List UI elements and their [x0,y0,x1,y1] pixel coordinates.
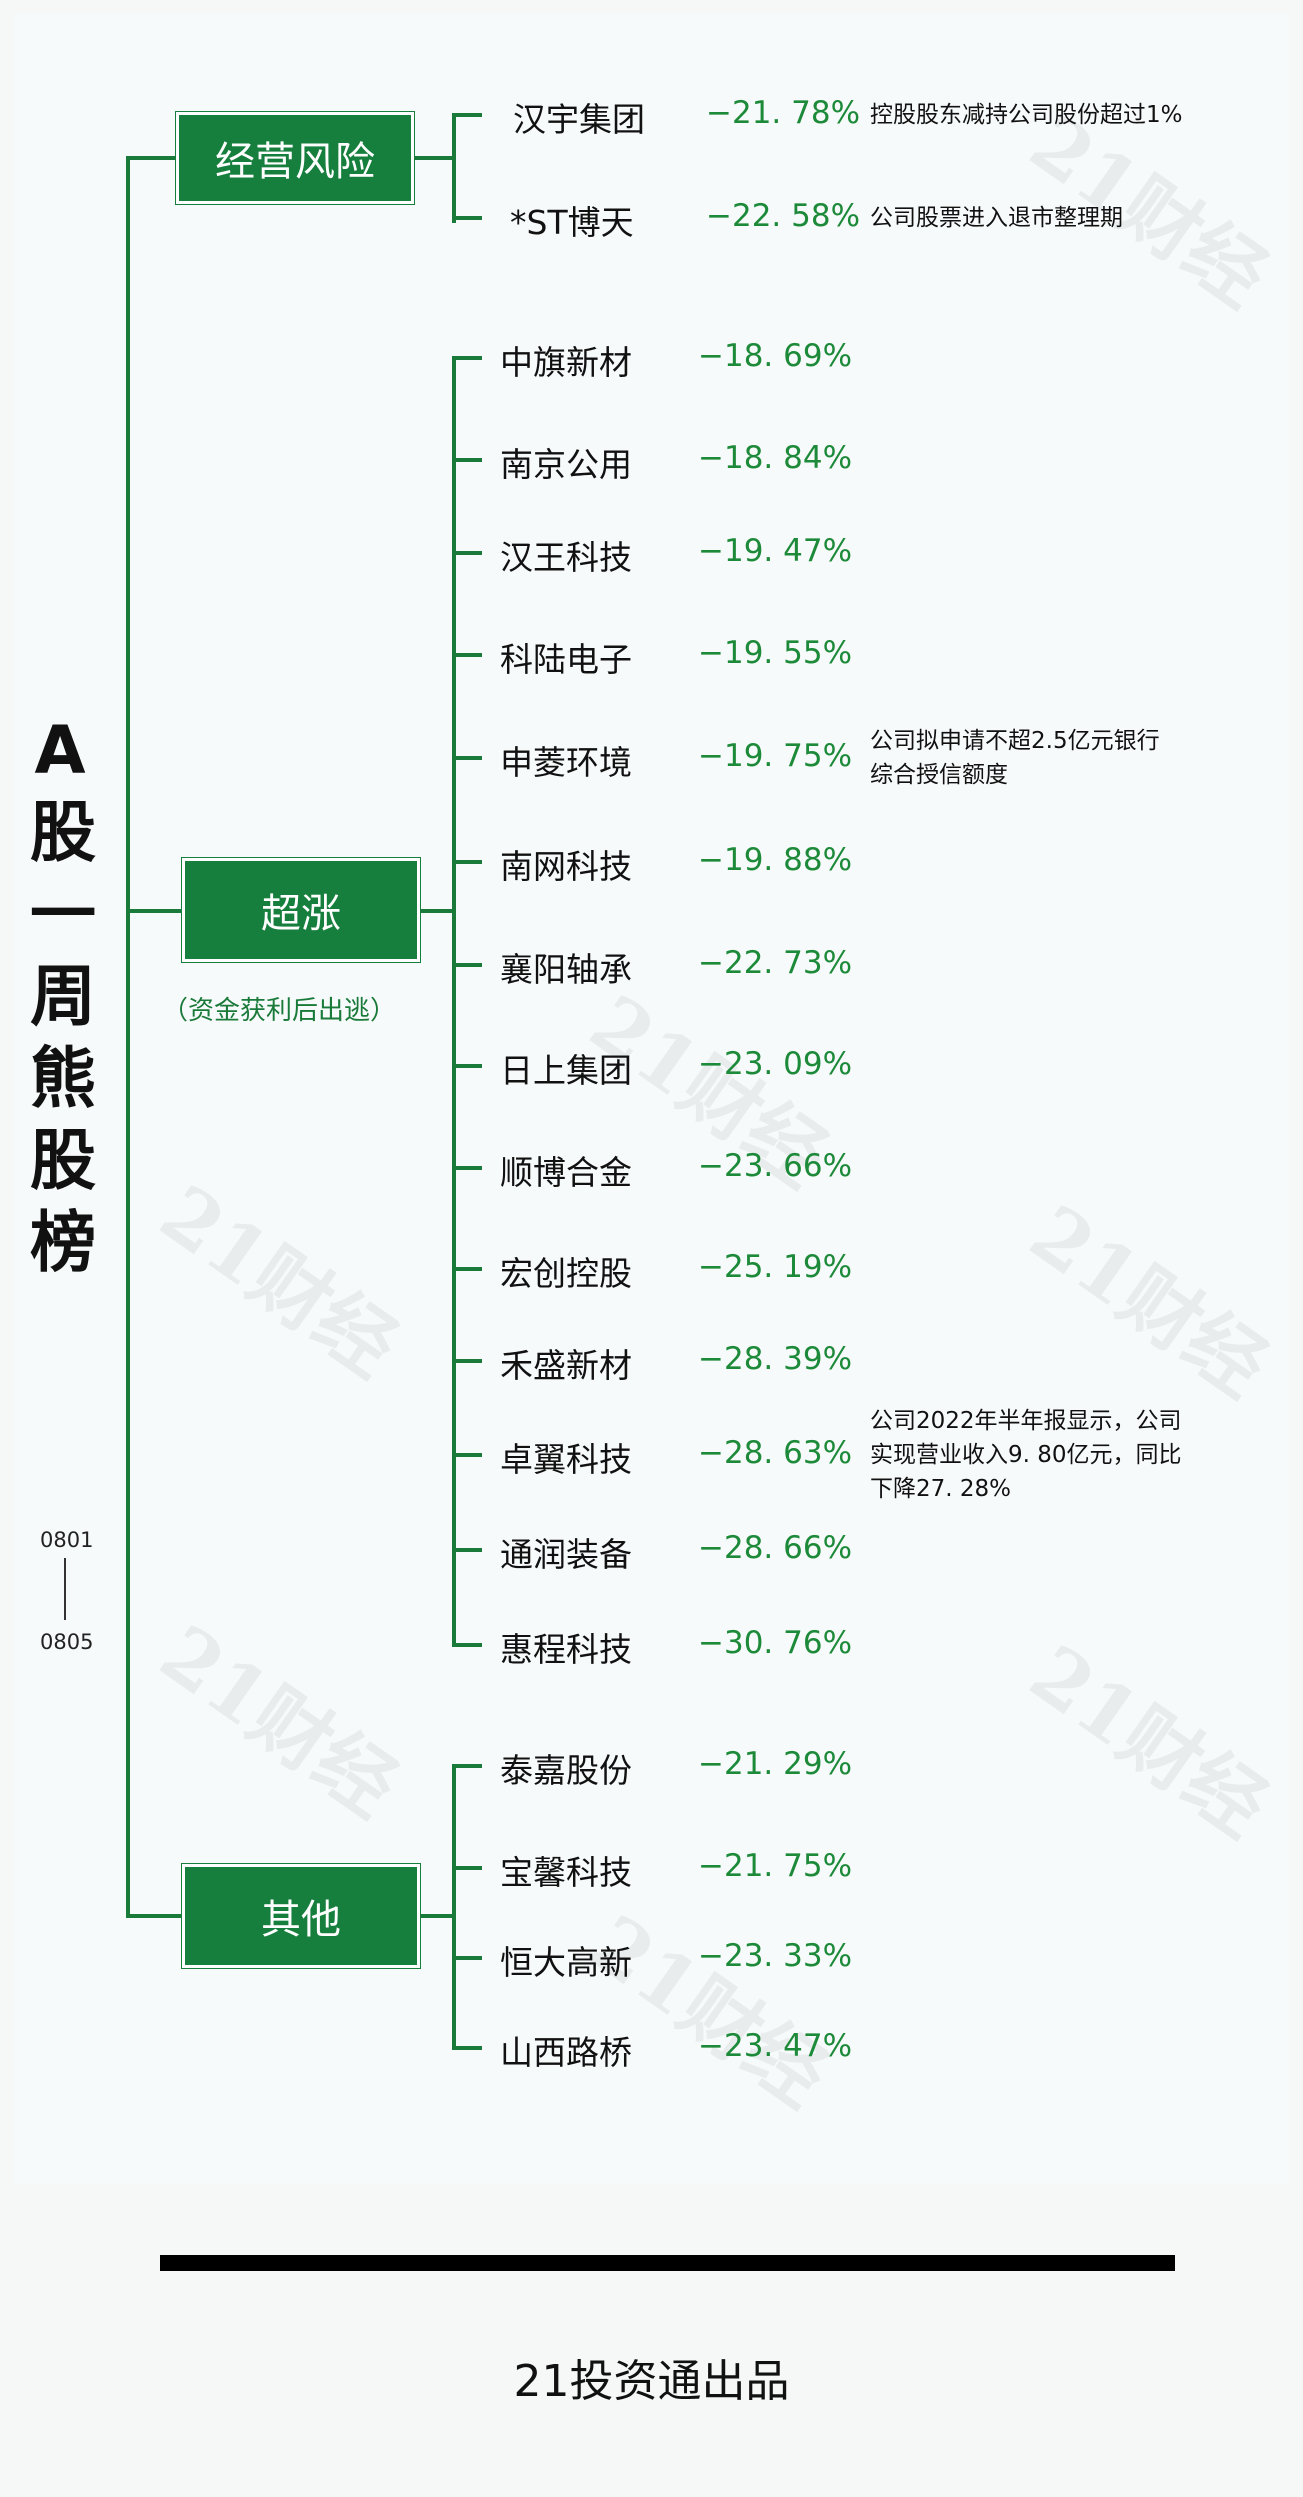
group2-connector [420,909,454,913]
branch-tick [452,1643,482,1647]
stock-change: −19. 88% [698,842,853,878]
stock-change: −19. 55% [698,635,853,671]
trunk-branch-1 [126,156,176,160]
stock-note-line: 公司2022年半年报显示，公司 [870,1408,1182,1434]
category-overheated: 超涨 [182,858,420,962]
date-end: 0805 [40,1630,94,1654]
vertical-title: A 股 一 周 熊 股 榜 [30,710,96,1284]
stock-name: 中旗新材 [500,343,632,382]
stock-name: 惠程科技 [500,1630,632,1669]
stock-change: −28. 66% [698,1530,853,1566]
stock-note-line: 公司股票进入退市整理期 [870,205,1123,231]
title-char: 熊 [30,1040,96,1117]
branch-tick [452,113,482,117]
stock-note-line: 公司拟申请不超2.5亿元银行 [870,728,1160,754]
branch-tick [452,1764,482,1768]
stock-change: −18. 69% [698,338,853,374]
stock-name: 泰嘉股份 [500,1751,632,1790]
title-char: 榜 [30,1204,96,1281]
diagram-card [14,14,1289,2184]
stock-name: 山西路桥 [500,2033,632,2072]
stock-change: −19. 75% [698,738,853,774]
title-char: 股 [30,794,96,871]
branch-tick [452,963,482,967]
branch-tick [452,216,482,220]
stock-change: −25. 19% [698,1249,853,1285]
stock-name: 宏创控股 [500,1254,632,1293]
branch-tick [452,2046,482,2050]
branch-tick [452,458,482,462]
stock-name: 顺博合金 [500,1153,632,1192]
stock-name: 南京公用 [500,445,632,484]
title-char: 一 [30,876,96,953]
stock-note: 控股股东减持公司股份超过1% [870,98,1183,132]
stock-change: −21. 75% [698,1848,853,1884]
footer-credit: 21投资通出品 [513,2356,790,2407]
stock-name: 恒大高新 [500,1943,632,1982]
trunk-branch-3 [126,1914,182,1918]
group3-vline [452,1766,456,2048]
branch-tick [452,756,482,760]
bottom-rule [160,2255,1175,2271]
stock-name: *ST博天 [510,203,634,242]
branch-tick [452,860,482,864]
branch-tick [452,1548,482,1552]
stock-name: 卓翼科技 [500,1440,632,1479]
stock-change: −19. 47% [698,533,853,569]
stock-change: −23. 09% [698,1046,853,1082]
stock-note-line: 控股股东减持公司股份超过1% [870,102,1183,128]
branch-tick [452,1453,482,1457]
branch-tick [452,551,482,555]
trunk-line [126,158,130,1916]
branch-tick [452,1064,482,1068]
stock-name: 日上集团 [500,1051,632,1090]
stock-name: 禾盛新材 [500,1346,632,1385]
stock-change: −22. 58% [706,198,861,234]
stock-change: −30. 76% [698,1625,853,1661]
stock-note-line: 实现营业收入9. 80亿元，同比 [870,1442,1182,1468]
branch-tick [452,1166,482,1170]
stock-note-line: 综合授信额度 [870,762,1008,788]
stock-name: 汉宇集团 [513,100,645,139]
stock-note: 公司2022年半年报显示，公司 实现营业收入9. 80亿元，同比 下降27. 28% [870,1404,1182,1506]
stock-change: −23. 33% [698,1938,853,1974]
stock-name: 汉王科技 [500,538,632,577]
stock-name: 襄阳轴承 [500,950,632,989]
stock-change: −28. 39% [698,1341,853,1377]
stock-change: −22. 73% [698,945,853,981]
group1-connector [414,156,454,160]
group2-vline [452,358,456,1646]
branch-tick [452,1359,482,1363]
stock-name: 宝馨科技 [500,1853,632,1892]
stock-note: 公司拟申请不超2.5亿元银行 综合授信额度 [870,724,1160,792]
stock-change: −21. 29% [698,1746,853,1782]
title-char: 周 [30,958,96,1035]
stock-name: 申菱环境 [500,743,632,782]
branch-tick [452,653,482,657]
branch-tick [452,1866,482,1870]
trunk-branch-2 [126,909,182,913]
stock-change: −21. 78% [706,95,861,131]
stock-note-line: 下降27. 28% [870,1476,1012,1502]
stock-change: −23. 47% [698,2028,853,2064]
branch-tick [452,356,482,360]
title-char: 股 [30,1122,96,1199]
branch-tick [452,1956,482,1960]
date-start: 0801 [40,1528,94,1552]
stock-name: 通润装备 [500,1535,632,1574]
group1-vline [452,115,456,223]
title-char: A [34,712,86,789]
category-overheated-note: （资金获利后出逃） [162,996,397,1026]
stock-change: −23. 66% [698,1148,853,1184]
category-operating-risk: 经营风险 [176,112,414,204]
stock-name: 科陆电子 [500,640,632,679]
stock-change: −28. 63% [698,1435,853,1471]
date-separator [64,1558,66,1620]
group3-connector [420,1914,454,1918]
stock-note: 公司股票进入退市整理期 [870,201,1123,235]
stock-name: 南网科技 [500,847,632,886]
category-other: 其他 [182,1864,420,1968]
branch-tick [452,1267,482,1271]
stock-change: −18. 84% [698,440,853,476]
